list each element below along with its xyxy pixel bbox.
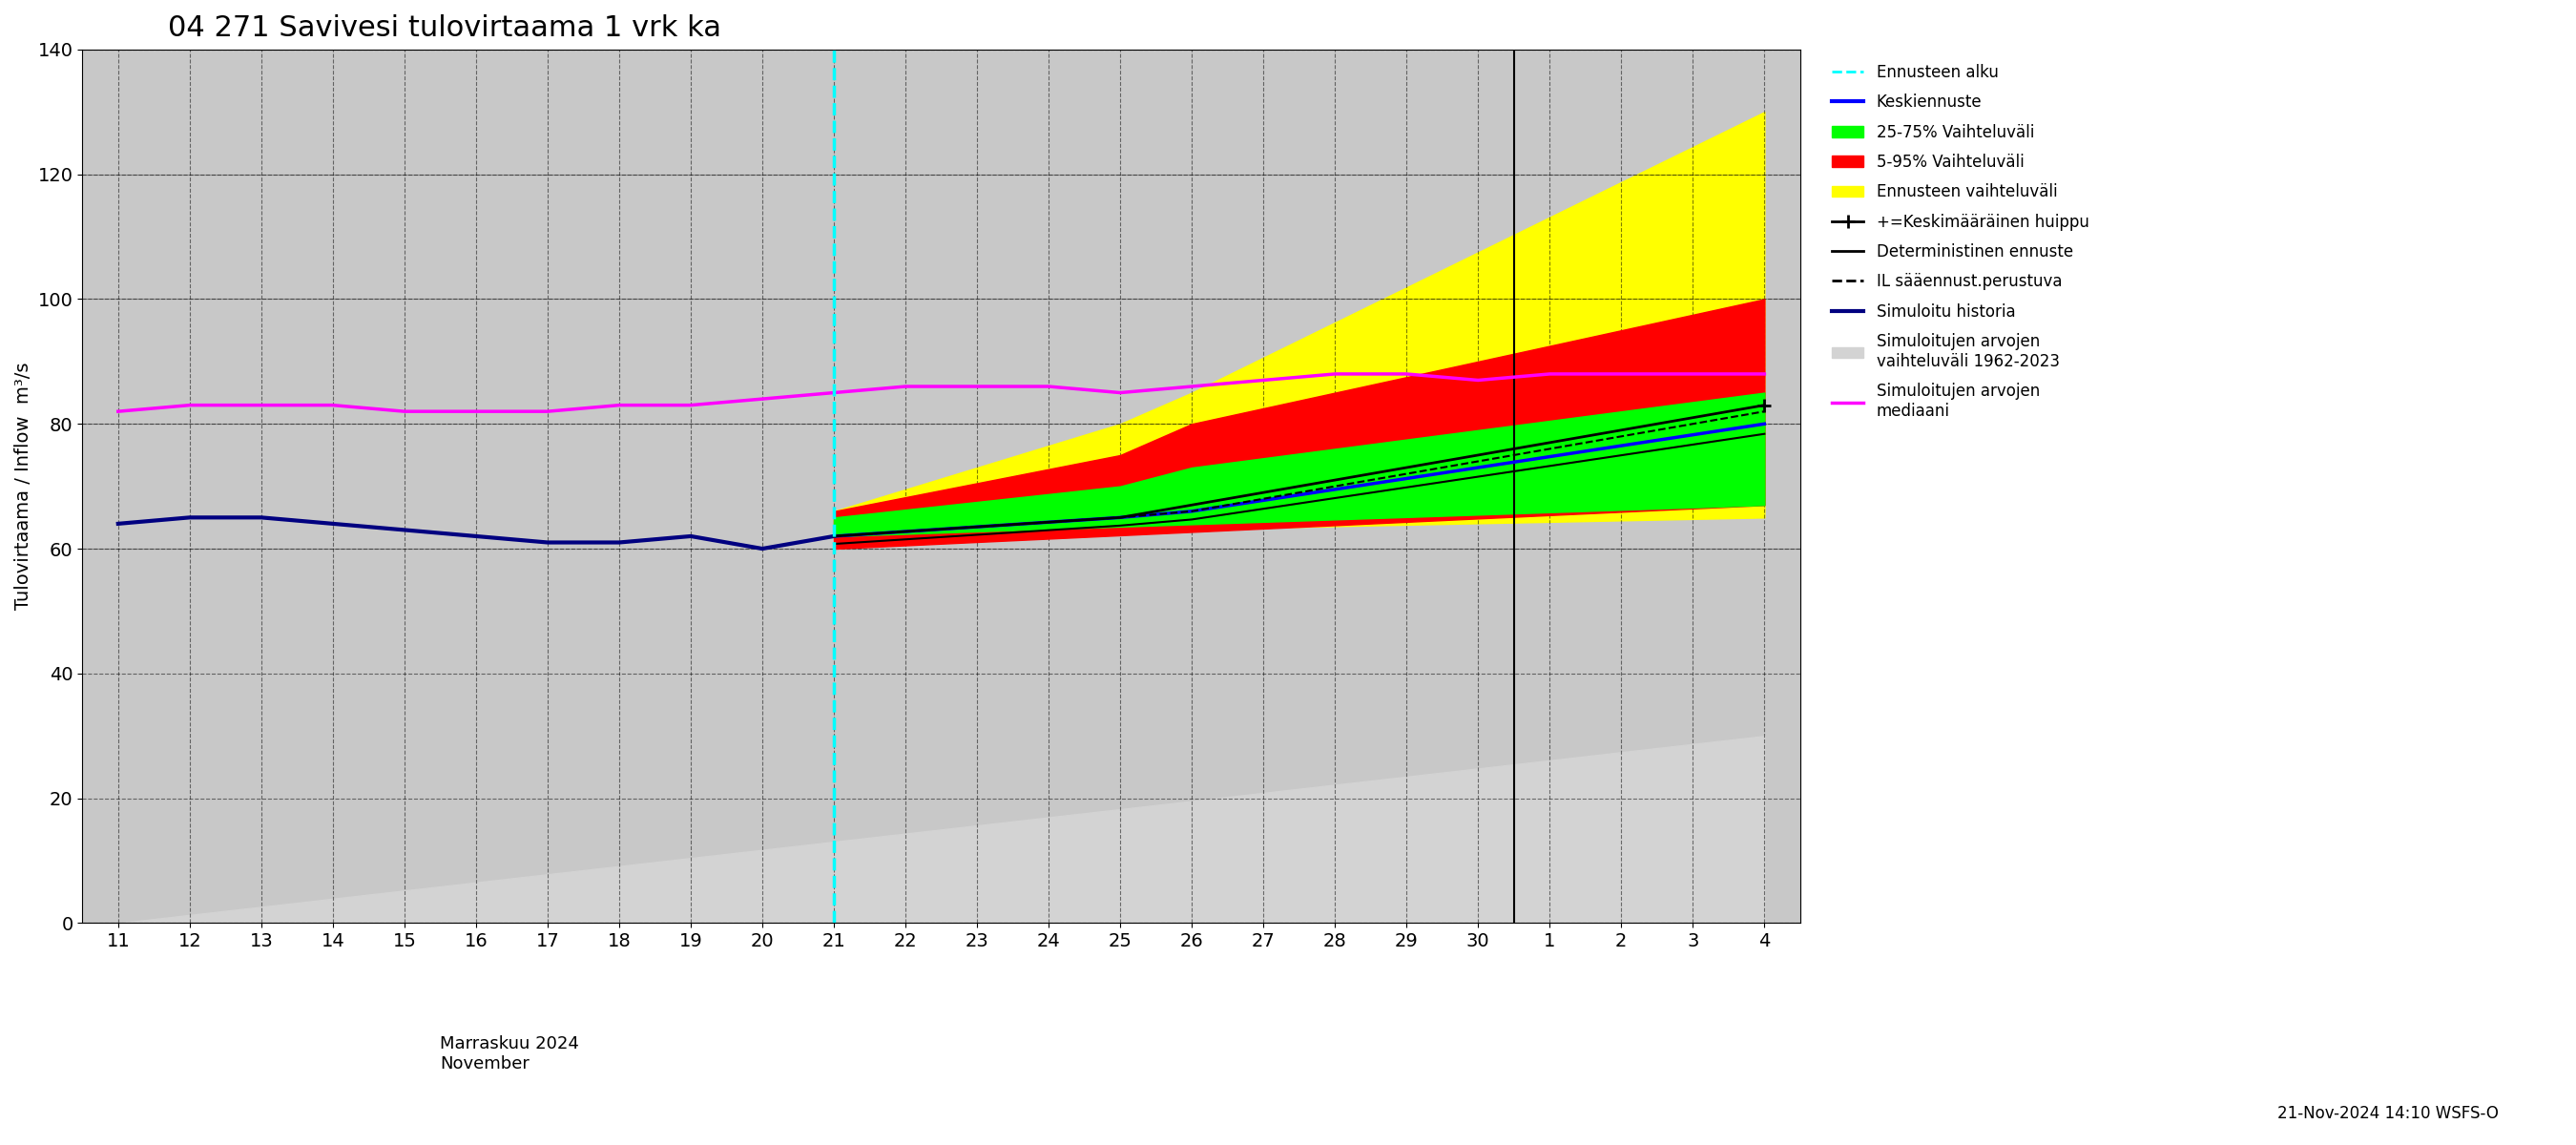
Text: 04 271 Savivesi tulovirtaama 1 vrk ka: 04 271 Savivesi tulovirtaama 1 vrk ka — [167, 14, 721, 42]
Y-axis label: Tulovirtaama / Inflow  m³/s: Tulovirtaama / Inflow m³/s — [15, 363, 33, 610]
Text: Marraskuu 2024
November: Marraskuu 2024 November — [440, 1035, 580, 1073]
Text: 21-Nov-2024 14:10 WSFS-O: 21-Nov-2024 14:10 WSFS-O — [2277, 1105, 2499, 1122]
Legend: Ennusteen alku, Keskiennuste, 25-75% Vaihteluväli, 5-95% Vaihteluväli, Ennusteen: Ennusteen alku, Keskiennuste, 25-75% Vai… — [1826, 57, 2094, 426]
